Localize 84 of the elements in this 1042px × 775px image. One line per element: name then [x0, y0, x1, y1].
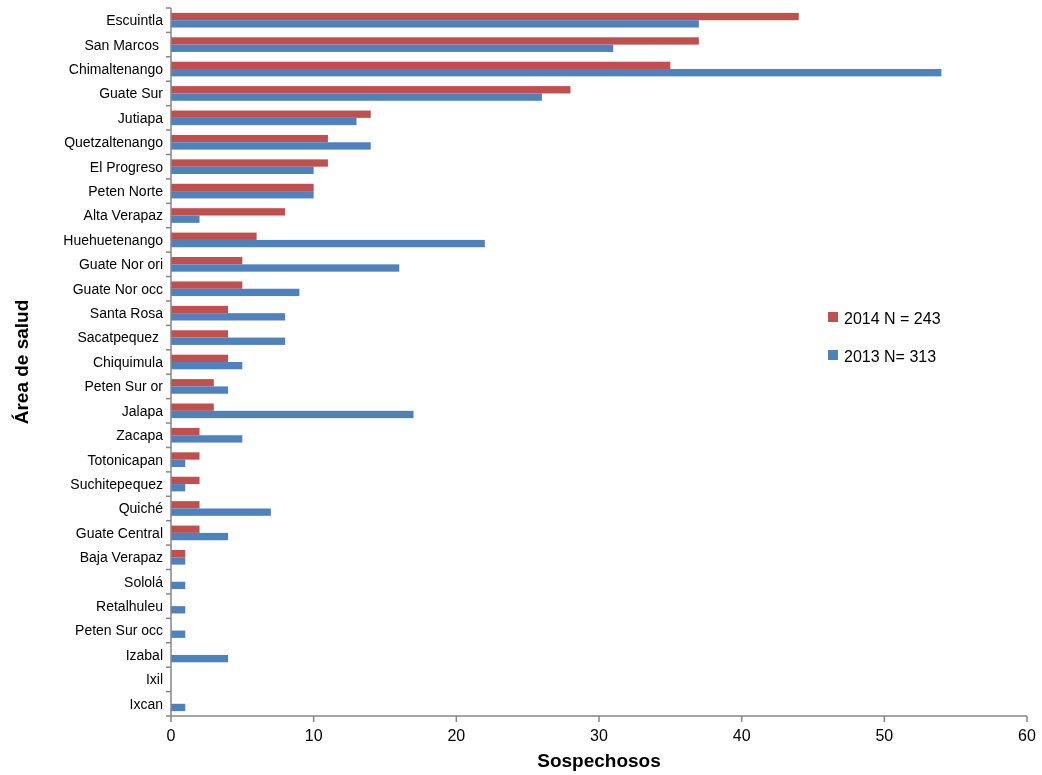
bar — [171, 166, 314, 175]
y-tick-label: Jutiapa — [117, 109, 164, 126]
y-tick-label: El Progreso — [89, 158, 164, 175]
bar — [171, 37, 699, 45]
bar — [171, 501, 200, 509]
y-tick-label: Zacapa — [116, 427, 164, 444]
y-tick-label: Ixcan — [129, 695, 163, 712]
bar — [171, 403, 214, 411]
y-tick-label: Huehuetenango — [63, 231, 164, 248]
bar — [171, 142, 371, 150]
bar — [171, 386, 229, 394]
y-tick-label: Baja Verapaz — [79, 549, 163, 566]
bar — [171, 354, 229, 362]
bar — [171, 44, 614, 52]
x-tick-label: 0 — [166, 727, 176, 744]
bar — [171, 239, 485, 248]
y-tick-label: Jalapa — [121, 402, 164, 419]
y-tick-label: Peten Sur occ — [75, 622, 163, 639]
y-tick-label: Retalhuleu — [96, 598, 163, 615]
bar — [171, 557, 186, 565]
y-tick-label: Ixil — [145, 671, 163, 688]
bar — [171, 215, 200, 223]
y-tick-label: San Marcos — [84, 36, 163, 53]
bar — [171, 362, 243, 370]
y-tick-label: Sololá — [124, 573, 164, 590]
y-tick-label: Izabal — [125, 646, 163, 663]
bar — [171, 435, 243, 443]
legend-label: 2013 N= 313 — [844, 347, 937, 365]
bar — [171, 337, 286, 345]
bar — [171, 532, 229, 541]
bar — [171, 191, 314, 199]
y-tick-label: Guate Nor ori — [78, 256, 163, 273]
x-axis-title: Sospechosos — [537, 750, 661, 771]
y-tick-label: Guate Central — [75, 524, 163, 541]
y-axis-title: Área de salud — [11, 299, 32, 425]
y-tick-label: Peten Norte — [88, 183, 164, 199]
bar — [171, 305, 229, 314]
bar — [171, 257, 243, 265]
y-tick-label: Guate Nor occ — [72, 280, 163, 297]
y-tick-label: Sacatpequez — [77, 329, 163, 346]
bar — [171, 452, 200, 460]
bar — [171, 110, 371, 118]
bar — [171, 427, 200, 436]
bar — [171, 379, 214, 387]
y-tick-label: Chiquimula — [92, 353, 164, 370]
y-tick-label: Suchitepequez — [70, 475, 163, 492]
bar — [171, 12, 799, 21]
bar — [171, 508, 271, 516]
y-tick-label: Quetzaltenango — [64, 134, 164, 151]
y-tick-label: Escuintla — [106, 12, 164, 29]
x-tick-label: 10 — [304, 727, 323, 744]
y-tick-label: Santa Rosa — [89, 305, 164, 322]
bar — [171, 208, 286, 216]
x-tick-label: 30 — [590, 727, 608, 744]
y-tick-label: Peten Sur or — [84, 378, 164, 395]
y-tick-label: Guate Sur — [99, 85, 164, 102]
bar — [171, 330, 229, 338]
bar — [171, 117, 357, 126]
bar — [171, 183, 314, 192]
bar — [171, 86, 571, 94]
bar — [171, 20, 699, 28]
bar — [171, 93, 542, 101]
bar — [171, 69, 942, 77]
bar — [171, 654, 229, 663]
y-tick-label: Quiché — [118, 500, 164, 517]
x-tick-label: 50 — [875, 727, 894, 744]
bar — [171, 134, 328, 143]
x-tick-label: 20 — [447, 727, 466, 744]
bar — [171, 525, 200, 533]
y-tick-label: Chimaltenango — [68, 60, 164, 77]
bar — [171, 410, 414, 419]
bar — [171, 264, 400, 272]
y-tick-label: Alta Verapaz — [83, 207, 163, 224]
bar — [171, 288, 300, 297]
bar — [171, 281, 243, 289]
bar — [171, 313, 286, 321]
legend-label: 2014 N = 243 — [844, 309, 941, 327]
bar — [171, 61, 671, 70]
y-tick-label: Totonicapan — [87, 451, 163, 468]
bar — [171, 159, 328, 167]
bar — [171, 476, 200, 485]
bar — [171, 232, 257, 240]
x-tick-label: 60 — [1018, 727, 1036, 744]
x-tick-label: 40 — [732, 727, 751, 744]
